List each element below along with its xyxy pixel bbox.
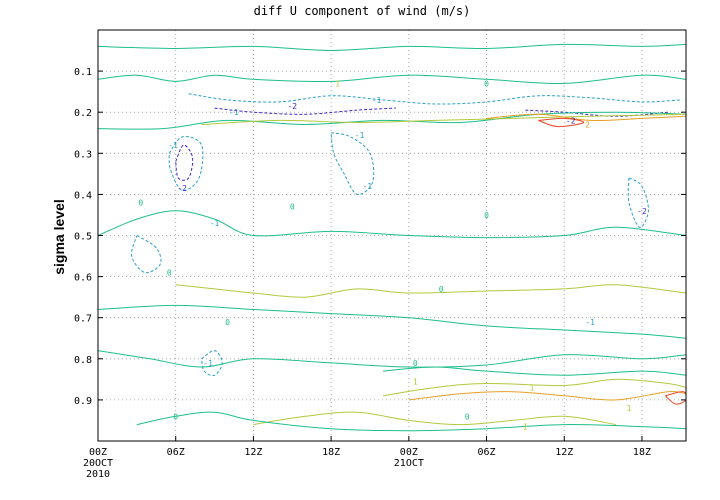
contour-line-23 <box>253 411 617 426</box>
contour-line-1 <box>98 74 686 84</box>
contour-label-8: -1 <box>363 182 373 191</box>
contour-line-2 <box>188 93 681 105</box>
contour-label-23: 0 <box>465 412 470 421</box>
contour-line-0 <box>98 43 686 52</box>
y-tick-label-1: 0.2 <box>74 108 92 119</box>
contour-label-16: 0 <box>439 285 444 294</box>
contour-line-13 <box>98 210 686 239</box>
contour-label-13: 0 <box>484 211 489 220</box>
y-tick-label-7: 0.8 <box>74 355 92 366</box>
x-tick-label-4: 00Z <box>400 447 418 458</box>
grid-lines <box>98 30 686 441</box>
contour-labels: -1 -2 -1 -2 2 -2 -1 -1 -1 -2 -1 0 0 0 0 0 0 -1 -1 0 1 1 0 0 1 1 1 0 <box>138 79 647 431</box>
x-tick-label-7: 18Z <box>633 447 651 458</box>
contour-label-11: 0 <box>138 199 143 208</box>
contour-line-4 <box>525 109 668 117</box>
contour-line-14 <box>131 235 162 274</box>
contour-label-21: 1 <box>413 377 418 386</box>
x-date-label-0-1: 2010 <box>86 469 110 480</box>
contour-label-10: -1 <box>210 219 220 228</box>
contour-lines <box>98 43 686 432</box>
x-date-label-1-0: 21OCT <box>394 458 424 469</box>
contour-label-15: 0 <box>225 318 230 327</box>
contour-label-18: -1 <box>203 359 213 368</box>
contour-label-26: 1 <box>335 79 340 88</box>
contour-label-14: 0 <box>167 268 172 277</box>
contour-line-24 <box>136 411 686 432</box>
contour-label-6: -1 <box>168 141 178 150</box>
contour-line-20 <box>382 378 686 397</box>
contour-line-11 <box>330 132 375 196</box>
contour-label-0: -1 <box>229 108 239 117</box>
contour-line-10 <box>175 144 194 181</box>
y-tick-label-0: 0.1 <box>74 67 92 78</box>
y-axis: 0.1 0.2 0.3 0.4 0.5 0.6 0.7 0.8 0.9 <box>74 67 686 407</box>
contour-line-7 <box>486 113 686 122</box>
y-tick-label-4: 0.5 <box>74 232 92 243</box>
y-tick-label-5: 0.6 <box>74 273 92 284</box>
contour-line-6 <box>201 113 686 125</box>
x-tick-label-1: 06Z <box>167 447 185 458</box>
y-tick-label-3: 0.4 <box>74 190 92 201</box>
contour-label-1: -2 <box>287 102 297 111</box>
contour-label-2: -1 <box>372 96 382 105</box>
x-tick-label-2: 12Z <box>244 447 262 458</box>
contour-label-27: 0 <box>484 79 489 88</box>
x-tick-label-3: 18Z <box>322 447 340 458</box>
contour-line-15 <box>175 284 686 298</box>
contour-line-18 <box>98 350 686 368</box>
contour-label-12: 0 <box>290 203 295 212</box>
contour-line-12 <box>627 177 649 228</box>
contour-line-9 <box>168 136 204 191</box>
contour-line-5 <box>98 111 686 130</box>
y-tick-label-2: 0.3 <box>74 149 92 160</box>
contour-line-3 <box>214 107 396 115</box>
contour-label-4: 2 <box>585 121 590 130</box>
contour-label-9: -2 <box>637 207 647 216</box>
y-axis-label: sigma level <box>51 199 67 275</box>
contour-label-5: -2 <box>177 184 187 193</box>
contour-label-17: -1 <box>585 318 595 327</box>
chart-title: diff U component of wind (m/s) <box>254 4 471 18</box>
contour-label-7: -1 <box>355 131 365 140</box>
y-tick-label-8: 0.9 <box>74 396 92 407</box>
contour-label-24: 1 <box>627 404 632 413</box>
x-tick-label-6: 12Z <box>555 447 573 458</box>
contour-label-25: 1 <box>523 423 528 432</box>
contour-line-21 <box>408 390 686 401</box>
contour-label-19: 0 <box>413 359 418 368</box>
contour-label-20: 1 <box>529 384 534 393</box>
contour-line-19 <box>382 366 686 376</box>
contour-line-22 <box>664 391 686 405</box>
contour-line-16 <box>98 304 686 339</box>
contour-label-3: -2 <box>566 116 576 125</box>
x-tick-label-5: 06Z <box>478 447 496 458</box>
contour-line-8 <box>538 117 585 128</box>
x-tick-label-0: 00Z <box>89 447 107 458</box>
x-date-label-0-0: 20OCT <box>83 458 113 469</box>
contour-label-22: 0 <box>173 412 178 421</box>
y-tick-label-6: 0.7 <box>74 314 92 325</box>
